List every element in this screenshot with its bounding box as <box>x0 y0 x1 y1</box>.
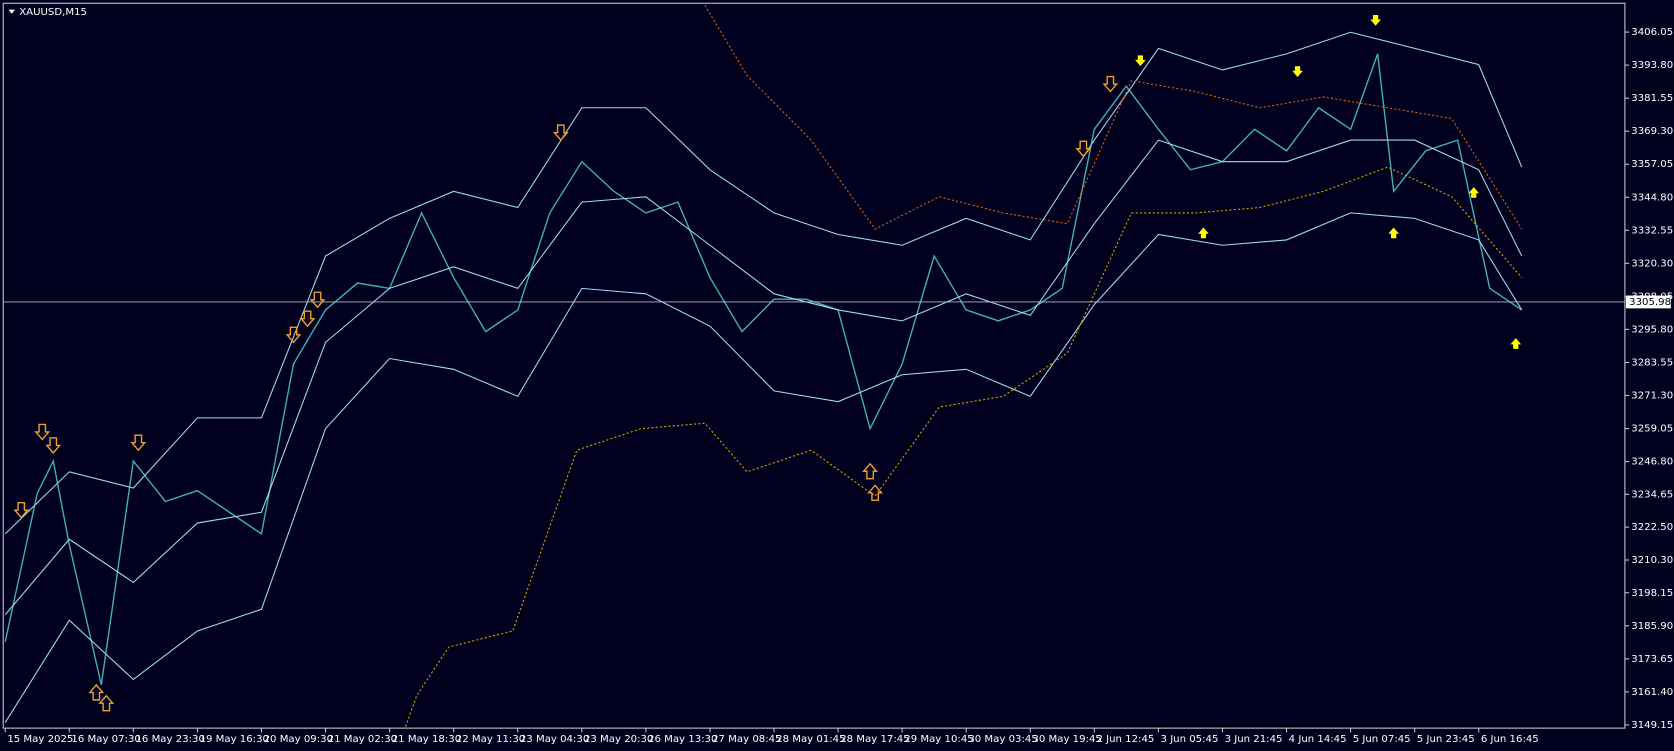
x-tick-label: 2 Jun 12:45 <box>1096 734 1154 745</box>
menu-triangle[interactable] <box>8 9 15 14</box>
x-tick-label: 3 Jun 05:45 <box>1161 734 1219 745</box>
signal-arrow <box>1370 14 1381 26</box>
x-tick-label: 4 Jun 14:45 <box>1289 734 1347 745</box>
y-tick-label: 3283.55 <box>1631 357 1673 368</box>
signal-arrow <box>285 326 302 344</box>
y-tick-label: 3381.55 <box>1631 93 1673 104</box>
y-tick-label: 3161.40 <box>1631 687 1673 698</box>
y-tick-label: 3210.30 <box>1631 555 1673 566</box>
price-line <box>405 166 1523 727</box>
current-price-box <box>1625 295 1671 309</box>
x-tick-label: 30 May 19:45 <box>1032 734 1101 745</box>
x-tick-label: 16 May 07:30 <box>71 734 140 745</box>
x-tick-label: 3 Jun 21:45 <box>1225 734 1283 745</box>
signal-arrow <box>1135 55 1146 67</box>
x-tick-label: 22 May 11:30 <box>456 734 525 745</box>
y-tick-label: 3357.05 <box>1631 159 1673 170</box>
signal-arrow <box>552 124 569 142</box>
y-tick-label: 3185.90 <box>1631 621 1673 632</box>
x-tick-label: 28 May 01:45 <box>776 734 845 745</box>
x-tick-label: 5 Jun 23:45 <box>1417 734 1475 745</box>
y-tick-label: 3149.15 <box>1631 720 1673 731</box>
signal-arrow <box>309 291 326 309</box>
y-tick-label: 3295.80 <box>1631 324 1673 335</box>
x-tick-label: 27 May 08:45 <box>712 734 781 745</box>
y-tick-label: 3259.05 <box>1631 424 1673 435</box>
y-tick-label: 3344.80 <box>1631 192 1673 203</box>
x-tick-label: 5 Jun 07:45 <box>1353 734 1411 745</box>
signal-arrow <box>862 462 879 480</box>
signal-arrow <box>1388 227 1399 239</box>
y-tick-label: 3406.05 <box>1631 27 1673 38</box>
x-tick-label: 23 May 20:30 <box>584 734 653 745</box>
signal-arrow <box>34 423 51 441</box>
price-line <box>4 53 1523 686</box>
plot-area <box>4 4 1523 727</box>
signal-arrow <box>1468 187 1480 198</box>
price-line <box>4 31 1523 535</box>
x-tick-label: 15 May 2025 <box>7 734 73 745</box>
x-tick-label: 6 Jun 16:45 <box>1481 734 1539 745</box>
y-tick-label: 3198.15 <box>1631 588 1673 599</box>
y-tick-label: 3393.80 <box>1631 60 1673 71</box>
x-tick-label: 26 May 13:30 <box>648 734 717 745</box>
signal-arrow <box>867 484 884 501</box>
y-tick-label: 3271.30 <box>1631 390 1673 401</box>
x-tick-label: 16 May 23:30 <box>135 734 204 745</box>
price-line <box>4 212 1523 723</box>
y-tick-label: 3222.50 <box>1631 522 1673 533</box>
y-tick-label: 3320.30 <box>1631 258 1673 269</box>
y-tick-label: 3369.30 <box>1631 126 1673 137</box>
current-price-label: 3305.98 <box>1629 297 1671 308</box>
x-tick-label: 29 May 10:45 <box>904 734 973 745</box>
signal-arrow <box>13 501 30 519</box>
x-tick-label: 30 May 03:45 <box>968 734 1037 745</box>
signal-arrow <box>1198 227 1209 239</box>
y-tick-label: 3246.80 <box>1631 457 1673 468</box>
plot-border <box>2 2 1626 729</box>
signal-arrow <box>45 437 62 454</box>
signal-arrow <box>88 683 105 701</box>
x-tick-label: 28 May 17:45 <box>840 734 909 745</box>
x-tick-label: 21 May 02:30 <box>328 734 397 745</box>
signal-arrow <box>130 434 147 452</box>
y-tick-label: 3234.65 <box>1631 489 1673 500</box>
y-tick-label: 3173.65 <box>1631 654 1673 665</box>
signal-arrow <box>299 310 316 328</box>
x-tick-label: 23 May 04:30 <box>520 734 589 745</box>
price-line <box>4 139 1523 616</box>
x-tick-label: 19 May 16:30 <box>200 734 269 745</box>
chart-title: XAUUSD,M15 <box>19 7 87 18</box>
signal-arrow <box>98 694 115 712</box>
signal-arrow <box>1292 66 1303 77</box>
signal-arrow <box>1102 75 1119 93</box>
y-tick-label: 3332.55 <box>1631 225 1673 236</box>
x-tick-label: 21 May 18:30 <box>392 734 461 745</box>
signal-arrow <box>1075 140 1092 158</box>
signal-arrow <box>1510 338 1522 349</box>
x-tick-label: 20 May 09:30 <box>264 734 333 745</box>
